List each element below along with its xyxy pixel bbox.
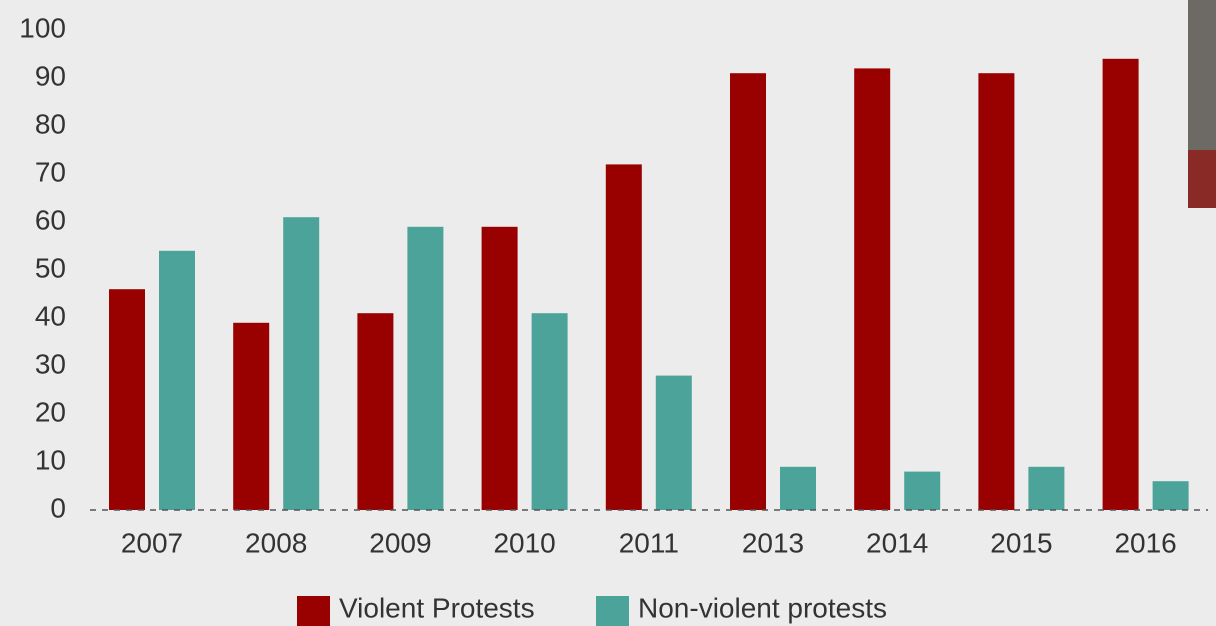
legend-label: Violent Protests [339, 592, 535, 623]
bar [655, 375, 692, 510]
photo-fragment [1188, 150, 1216, 208]
bar [730, 73, 766, 510]
bar [605, 164, 642, 510]
y-tick-label: 100 [19, 12, 66, 43]
bar [1152, 481, 1189, 510]
bar [159, 250, 195, 511]
bar [1102, 58, 1139, 511]
y-tick-label: 60 [35, 204, 66, 235]
bar [357, 313, 394, 510]
legend-label: Non-violent protests [638, 592, 887, 623]
x-tick-label: 2014 [866, 527, 928, 558]
x-tick-label: 2008 [245, 527, 307, 558]
x-tick-label: 2016 [1114, 527, 1176, 558]
bar [481, 226, 518, 511]
bar [854, 68, 891, 511]
bar [531, 313, 568, 510]
x-tick-label: 2015 [990, 527, 1052, 558]
bar [407, 226, 444, 511]
legend-swatch [596, 596, 629, 626]
bar [978, 73, 1015, 510]
bar [1028, 466, 1065, 510]
legend-swatch [297, 596, 330, 626]
y-tick-label: 0 [50, 492, 66, 523]
y-tick-label: 10 [35, 444, 66, 475]
y-tick-label: 50 [35, 252, 66, 283]
y-tick-label: 30 [35, 348, 66, 379]
x-tick-label: 2010 [493, 527, 555, 558]
x-tick-label: 2009 [369, 527, 431, 558]
bar [233, 322, 270, 510]
x-tick-label: 2011 [619, 527, 679, 558]
x-tick-label: 2007 [121, 527, 183, 558]
bar [283, 217, 320, 510]
bar [780, 466, 816, 510]
y-tick-label: 70 [35, 156, 66, 187]
x-tick-label: 2013 [742, 527, 804, 558]
bar [109, 289, 145, 510]
y-tick-label: 40 [35, 300, 66, 331]
bar [904, 471, 941, 510]
y-tick-label: 20 [35, 396, 66, 427]
y-tick-label: 80 [35, 108, 66, 139]
y-tick-label: 90 [35, 60, 66, 91]
